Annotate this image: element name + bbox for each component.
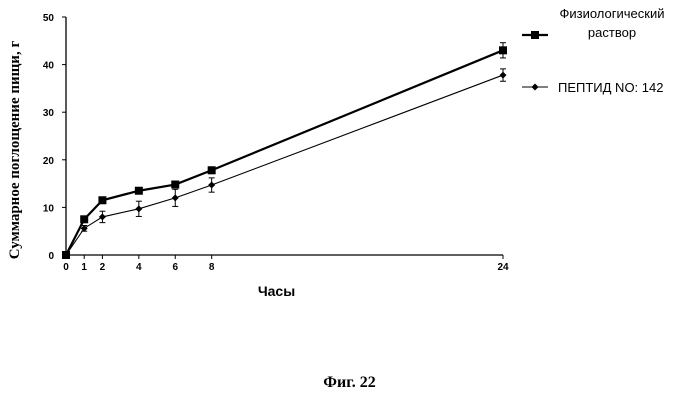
x-axis-title: Часы xyxy=(258,283,295,299)
series-line xyxy=(66,75,503,255)
x-tick-label: 6 xyxy=(172,262,178,273)
series-layer xyxy=(62,43,507,259)
legend-label: Физиологическийраствор xyxy=(560,6,665,40)
y-tick-label: 50 xyxy=(43,13,55,24)
y-tick-label: 30 xyxy=(43,108,55,119)
legend: Физиологическийраствор ПЕПТИД NO: 142 xyxy=(522,6,665,95)
legend-marker-diamond xyxy=(532,84,539,91)
y-axis-title: Суммарное поглощение пищи, г xyxy=(7,41,23,260)
x-tick-label: 4 xyxy=(136,262,142,273)
x-tick-label: 24 xyxy=(497,262,509,273)
data-point-square xyxy=(98,196,106,204)
y-tick-label: 10 xyxy=(43,203,55,214)
data-point-square xyxy=(171,181,179,189)
data-point-diamond xyxy=(500,72,507,79)
series-line xyxy=(66,50,503,255)
legend-marker-square xyxy=(531,31,539,39)
data-point-diamond xyxy=(208,182,215,189)
y-tick-label: 40 xyxy=(43,61,55,72)
data-point-square xyxy=(80,215,88,223)
x-tick-label: 0 xyxy=(63,262,69,273)
figure-caption: Фиг. 22 xyxy=(0,374,699,392)
y-tick-label: 20 xyxy=(43,156,55,167)
data-point-square xyxy=(208,166,216,174)
data-point-square xyxy=(135,187,143,195)
x-tick-label: 2 xyxy=(100,262,106,273)
y-tick-label: 0 xyxy=(48,251,54,262)
data-point-square xyxy=(499,46,507,54)
data-point-diamond xyxy=(172,194,179,201)
x-tick-label: 8 xyxy=(209,262,215,273)
x-tick-label: 1 xyxy=(81,262,87,273)
axes xyxy=(62,17,503,259)
data-point-diamond xyxy=(99,213,106,220)
legend-label: ПЕПТИД NO: 142 xyxy=(558,80,663,95)
data-point-diamond xyxy=(135,205,142,212)
